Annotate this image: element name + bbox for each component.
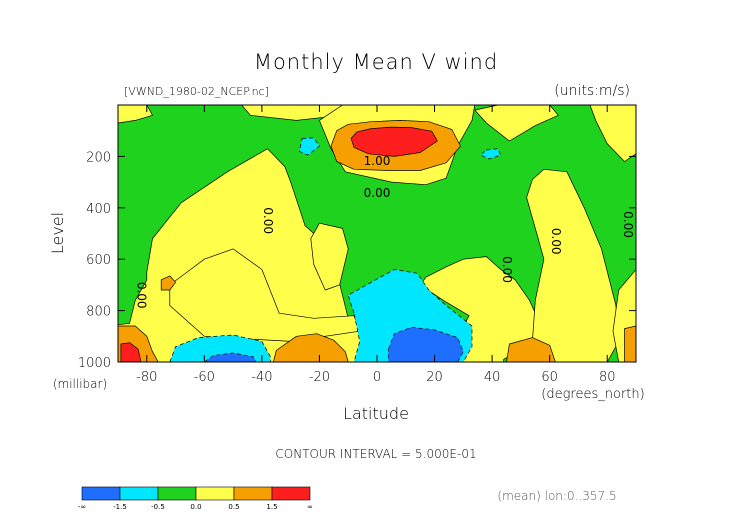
contour-region-yellow-nh-polar	[526, 168, 620, 362]
mean-note: (mean) lon:0..357.5	[497, 489, 616, 503]
contour-label: 0.00	[261, 207, 275, 234]
contour-region-orange-nh-mid	[506, 337, 556, 362]
y-unit-label: (millibar)	[53, 377, 107, 391]
x-tick-label: -20	[309, 370, 330, 385]
contour-region-cyan-small-1	[298, 137, 320, 156]
contour-regions	[118, 105, 636, 362]
contour-region-blue-eq-low	[388, 326, 464, 362]
contour-interval-text: CONTOUR INTERVAL = 5.000E-01	[275, 447, 476, 461]
y-axis-label: Level	[48, 212, 67, 254]
contour-label: 0.00	[549, 228, 563, 255]
x-axis-label: Latitude	[343, 404, 409, 423]
file-label: [VWND_1980-02_NCEP.nc]	[124, 85, 269, 98]
colorbar-swatch	[157, 486, 197, 501]
contour-region-yellow-top-left	[118, 105, 153, 124]
y-tick-label: 1000	[78, 356, 111, 371]
colorbar-label: 1.5	[266, 503, 277, 511]
contour-region-yellow-sh-lower	[169, 248, 361, 342]
x-axis: -80 -60 -40 -20 0 20 40 60 80	[136, 105, 615, 385]
x-tick-label: 60	[541, 370, 558, 385]
colorbar: -∞ -1.5 -0.5 0.0 0.5 1.5 ∞	[78, 486, 313, 511]
colorbar-swatch	[271, 486, 311, 501]
contour-region-yellow-nh-upper	[474, 105, 559, 142]
chart-title: Monthly Mean V wind	[254, 50, 498, 74]
colorbar-label: -∞	[78, 503, 86, 511]
contour-label: 0.00	[500, 256, 514, 283]
contour-region-yellow-nh-pole-top	[589, 105, 636, 162]
colorbar-swatch	[233, 486, 273, 501]
colorbar-swatch	[81, 486, 121, 501]
colorbar-label: 0.0	[190, 503, 201, 511]
x-tick-label: -80	[136, 370, 157, 385]
y-tick-label: 400	[86, 202, 111, 217]
contour-labels: 1.00 0.00 0.00 0.00 0.00 0.00 0.00	[135, 154, 635, 308]
x-tick-label: -40	[251, 370, 272, 385]
contour-label: 1.00	[364, 154, 391, 168]
x-tick-label: -60	[194, 370, 215, 385]
y-tick-label: 200	[86, 150, 111, 165]
colorbar-label: -0.5	[151, 503, 165, 511]
contour-region-blue-sh-low	[203, 352, 257, 362]
y-tick-label: 800	[86, 305, 111, 320]
contour-label: 0.00	[364, 186, 391, 200]
x-tick-label: 40	[484, 370, 501, 385]
x-tick-label: 0	[373, 370, 381, 385]
contour-region-orange-sh-mid	[273, 333, 349, 362]
x-unit-label: (degrees_north)	[541, 387, 644, 402]
units-label: (units:m/s)	[554, 83, 630, 99]
colorbar-label: ∞	[307, 503, 313, 511]
contour-region-red-jet	[350, 126, 438, 157]
contour-region-cyan-small-2	[480, 148, 502, 160]
colorbar-label: -1.5	[113, 503, 127, 511]
contour-region-yellow-sh-column	[310, 222, 349, 291]
contour-label: 0.00	[135, 282, 149, 309]
x-tick-label: 80	[599, 370, 616, 385]
contour-region-orange-nh-pole	[624, 325, 636, 362]
y-axis: 200 400 600 800 1000	[78, 150, 636, 371]
colorbar-swatch	[119, 486, 159, 501]
contour-region-orange-small-sh	[160, 275, 176, 291]
contour-region-red-sh-pole	[120, 342, 142, 362]
colorbar-label: 0.5	[228, 503, 239, 511]
x-tick-label: 20	[426, 370, 443, 385]
y-tick-label: 600	[86, 253, 111, 268]
colorbar-swatch	[195, 486, 235, 501]
contour-label: 0.00	[621, 211, 635, 238]
